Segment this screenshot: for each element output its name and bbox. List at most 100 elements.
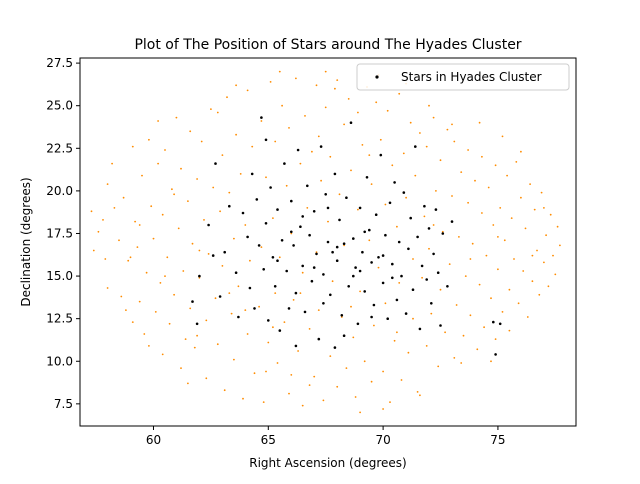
scatter-point-series-1: [303, 310, 307, 314]
y-axis: 7.5 10.0 12.5 15.0 17.5 20.0 22.5 25.0 27.5: [46, 56, 80, 411]
scatter-point-series-1: [404, 312, 408, 315]
scatter-point-series-0: [510, 217, 513, 220]
scatter-point-series-0: [453, 357, 456, 359]
scatter-point-series-0: [196, 178, 199, 180]
scatter-point-series-1: [386, 317, 390, 321]
scatter-point-series-1: [276, 259, 279, 263]
legend: Stars in Hyades Cluster: [356, 63, 570, 91]
scatter-point-series-0: [386, 109, 389, 112]
scatter-point-series-0: [104, 258, 107, 260]
scatter-point-series-0: [187, 382, 189, 385]
scatter-point-series-0: [414, 174, 417, 177]
scatter-point-series-0: [478, 121, 481, 124]
scatter-point-series-0: [177, 227, 180, 230]
x-tick-label: 70: [375, 433, 390, 447]
scatter-point-series-0: [359, 411, 361, 414]
scatter-point-series-0: [469, 314, 472, 317]
scatter-point-series-1: [218, 295, 222, 298]
scatter-point-series-0: [276, 362, 279, 364]
scatter-point-series-0: [357, 111, 359, 114]
scatter-point-series-0: [469, 258, 472, 260]
scatter-point-series-0: [451, 195, 453, 197]
scatter-point-series-1: [420, 264, 424, 268]
scatter-point-series-1: [372, 303, 376, 307]
scatter-point-series-0: [136, 246, 139, 249]
scatter-point-series-0: [559, 244, 561, 247]
scatter-point-series-0: [467, 201, 469, 204]
scatter-point-series-0: [295, 77, 297, 80]
scatter-point-series-0: [446, 128, 449, 131]
scatter-point-series-0: [462, 334, 465, 337]
scatter-point-series-0: [168, 322, 171, 325]
scatter-point-series-0: [368, 239, 371, 242]
scatter-point-series-1: [441, 232, 445, 235]
scatter-point-series-0: [481, 212, 483, 214]
scatter-point-series-0: [246, 333, 249, 335]
scatter-point-series-0: [260, 120, 263, 122]
y-tick-label: 12.5: [46, 312, 73, 326]
scatter-point-series-0: [324, 106, 327, 109]
scatter-point-series-1: [317, 337, 321, 341]
scatter-point-series-0: [118, 239, 120, 242]
scatter-point-series-1: [356, 322, 360, 326]
scatter-point-series-1: [418, 327, 422, 331]
scatter-point-series-1: [358, 206, 362, 210]
scatter-point-series-0: [152, 237, 155, 240]
scatter-point-series-1: [299, 225, 302, 228]
scatter-point-series-0: [125, 309, 127, 311]
scatter-point-series-0: [216, 111, 219, 114]
scatter-point-series-1: [255, 198, 259, 201]
scatter-point-series-0: [111, 162, 113, 165]
scatter-point-series-0: [175, 116, 178, 119]
scatter-point-series-1: [191, 300, 194, 303]
scatter-point-series-0: [363, 360, 366, 363]
scatter-point-series-1: [345, 196, 348, 199]
scatter-point-series-1: [198, 274, 201, 278]
scatter-point-series-0: [405, 196, 407, 199]
x-axis-label: Right Ascension (degrees): [249, 456, 406, 470]
scatter-point-series-1: [241, 211, 245, 215]
scatter-point-series-0: [543, 207, 545, 209]
scatter-point-series-0: [214, 297, 217, 300]
scatter-point-series-0: [216, 343, 219, 346]
scatter-point-series-1: [253, 307, 256, 310]
scatter-point-series-0: [120, 295, 123, 298]
scatter-point-series-1: [436, 271, 440, 275]
scatter-point-series-0: [329, 155, 332, 158]
scatter-point-series-0: [272, 326, 274, 329]
scatter-point-series-1: [393, 181, 396, 184]
scatter-point-series-0: [97, 230, 100, 233]
y-tick-label: 10.0: [46, 354, 73, 368]
scatter-point-series-0: [382, 408, 384, 410]
legend-label: Stars in Hyades Cluster: [401, 70, 542, 84]
scatter-point-series-0: [478, 283, 481, 286]
scatter-point-series-0: [377, 266, 380, 269]
scatter-point-series-0: [384, 302, 387, 305]
scatter-point-series-1: [498, 322, 502, 326]
scatter-point-series-0: [407, 351, 410, 354]
scatter-point-series-0: [481, 155, 483, 158]
scatter-point-series-0: [274, 140, 277, 143]
scatter-point-series-0: [106, 183, 109, 186]
scatter-point-series-0: [301, 404, 304, 407]
scatter-point-series-0: [233, 358, 235, 361]
scatter-point-series-1: [368, 228, 371, 232]
scatter-point-series-1: [388, 201, 392, 205]
scatter-point-series-0: [290, 232, 293, 235]
scatter-point-series-0: [444, 331, 446, 334]
chart-title: Plot of The Position of Stars around The…: [134, 37, 521, 53]
y-tick-label: 17.5: [46, 226, 73, 240]
scatter-point-series-0: [285, 184, 288, 187]
scatter-point-series-0: [412, 317, 414, 320]
scatter-point-series-0: [189, 130, 192, 133]
scatter-point-series-1: [407, 247, 410, 251]
scatter-point-series-1: [494, 353, 497, 356]
scatter-point-series-0: [313, 375, 316, 378]
scatter-point-series-1: [310, 279, 314, 283]
scatter-point-series-1: [414, 145, 417, 148]
scatter-point-series-0: [235, 84, 238, 87]
scatter-point-series-0: [315, 84, 318, 87]
scatter-point-series-1: [326, 206, 330, 210]
scatter-point-series-0: [531, 280, 534, 283]
scatter-point-series-0: [352, 336, 355, 339]
